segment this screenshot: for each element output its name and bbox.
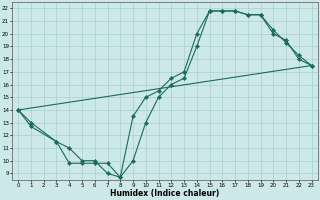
X-axis label: Humidex (Indice chaleur): Humidex (Indice chaleur) — [110, 189, 220, 198]
